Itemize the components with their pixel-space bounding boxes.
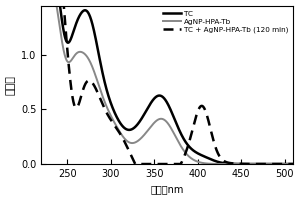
TC [284, 163, 288, 165]
AgNP-HPA-Tb [162, 118, 166, 121]
X-axis label: 波长／nm: 波长／nm [151, 184, 184, 194]
TC [162, 97, 166, 99]
AgNP-HPA-Tb [291, 163, 295, 165]
TC [291, 163, 295, 165]
TC + AgNP-HPA-Tb (120 min) [284, 163, 288, 165]
Line: TC + AgNP-HPA-Tb (120 min): TC + AgNP-HPA-Tb (120 min) [41, 0, 293, 164]
TC [238, 163, 242, 165]
AgNP-HPA-Tb [284, 163, 288, 165]
Y-axis label: 吸光度: 吸光度 [6, 75, 16, 95]
Legend: TC, AgNP-HPA-Tb, TC + AgNP-HPA-Tb (120 min): TC, AgNP-HPA-Tb, TC + AgNP-HPA-Tb (120 m… [161, 9, 290, 34]
TC + AgNP-HPA-Tb (120 min) [291, 163, 295, 165]
TC [155, 95, 159, 97]
TC + AgNP-HPA-Tb (120 min) [134, 163, 137, 165]
AgNP-HPA-Tb [155, 119, 159, 121]
TC + AgNP-HPA-Tb (120 min) [155, 163, 159, 165]
TC + AgNP-HPA-Tb (120 min) [162, 163, 166, 165]
TC [284, 163, 288, 165]
Line: AgNP-HPA-Tb: AgNP-HPA-Tb [41, 0, 293, 164]
TC + AgNP-HPA-Tb (120 min) [284, 163, 288, 165]
Line: TC: TC [41, 0, 293, 164]
AgNP-HPA-Tb [284, 163, 288, 165]
TC + AgNP-HPA-Tb (120 min) [238, 163, 242, 165]
AgNP-HPA-Tb [238, 163, 242, 165]
